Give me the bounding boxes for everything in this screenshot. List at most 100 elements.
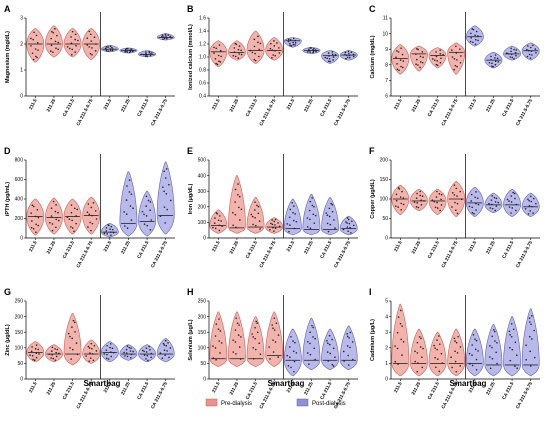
violin-B-pre-3: [265, 37, 284, 61]
data-point-C: [402, 60, 405, 62]
data-point-G: [52, 357, 55, 360]
data-point-G: [35, 356, 38, 359]
data-point-A: [162, 38, 164, 41]
x-tick-label-B: CA 211.5: [245, 98, 259, 118]
violin-A-pre-2: [63, 28, 82, 58]
data-point-D: [68, 218, 71, 221]
data-point-F: [512, 191, 514, 194]
data-point-I: [394, 345, 396, 347]
data-point-F: [395, 199, 398, 202]
data-point-F: [402, 197, 405, 199]
data-point-D: [35, 223, 37, 226]
data-point-H: [275, 322, 278, 324]
data-point-F: [398, 188, 401, 190]
x-tick-label-C: 211.5: [467, 98, 477, 111]
data-point-C: [436, 60, 438, 62]
data-point-A: [162, 36, 165, 38]
data-point-G: [148, 345, 150, 348]
data-point-H: [255, 320, 257, 323]
data-point-B: [289, 42, 291, 45]
data-point-E: [294, 213, 296, 215]
data-point-F: [530, 200, 533, 203]
data-point-G: [54, 348, 56, 350]
data-point-E: [346, 217, 349, 219]
data-point-B: [324, 56, 326, 59]
x-tick-label-F: 211.5: [467, 240, 477, 253]
data-point-B: [233, 47, 236, 49]
data-point-F: [397, 206, 399, 208]
data-point-A: [112, 48, 114, 50]
data-point-F: [440, 204, 443, 206]
data-point-B: [348, 54, 351, 57]
data-point-C: [490, 59, 492, 61]
data-point-D: [129, 205, 132, 207]
data-point-E: [272, 226, 274, 229]
data-point-E: [342, 228, 345, 231]
data-point-G: [159, 352, 162, 354]
data-point-I: [459, 365, 461, 367]
data-point-F: [491, 207, 494, 210]
data-point-D: [125, 199, 128, 201]
data-point-G: [50, 357, 52, 359]
data-point-A: [34, 48, 37, 50]
data-point-B: [278, 47, 280, 49]
data-point-E: [334, 227, 336, 229]
data-point-C: [506, 52, 508, 54]
data-point-A: [109, 49, 112, 52]
data-point-D: [91, 222, 94, 225]
data-point-C: [477, 35, 479, 37]
data-point-B: [276, 42, 278, 44]
data-point-C: [513, 48, 515, 51]
y-tick-label-B: 1.2: [199, 42, 206, 48]
data-point-I: [457, 335, 459, 338]
data-point-H: [256, 331, 259, 334]
data-point-A: [105, 50, 108, 52]
data-point-I: [493, 329, 495, 331]
violin-E-post-0: [283, 198, 302, 236]
data-point-D: [58, 219, 60, 222]
data-point-B: [215, 47, 218, 50]
data-point-I: [468, 363, 471, 365]
data-point-B: [292, 41, 294, 44]
data-point-C: [396, 68, 399, 71]
data-point-B: [290, 45, 293, 47]
data-point-B: [273, 45, 276, 47]
data-point-D: [32, 228, 35, 230]
y-tick-label-G: 100: [15, 346, 24, 352]
data-point-F: [488, 202, 490, 205]
data-point-E: [313, 205, 315, 208]
data-point-D: [145, 215, 148, 217]
data-point-A: [30, 37, 32, 40]
data-point-B: [292, 43, 295, 46]
violin-G-pre-0: [26, 341, 45, 363]
data-point-B: [253, 45, 256, 48]
data-point-H: [287, 365, 290, 367]
violin-I-pre-2: [428, 331, 447, 377]
data-point-D: [150, 219, 153, 221]
data-point-A: [111, 46, 113, 49]
data-point-G: [91, 353, 94, 355]
violin-D-post-1: [119, 171, 138, 237]
data-point-E: [273, 220, 276, 223]
data-point-C: [491, 65, 493, 67]
data-point-E: [254, 201, 256, 203]
data-point-G: [143, 354, 146, 356]
data-point-E: [277, 222, 279, 224]
data-point-F: [476, 197, 479, 200]
data-point-E: [313, 222, 316, 224]
data-point-A: [107, 50, 110, 52]
data-point-G: [29, 354, 31, 356]
x-tick-label-D: CA 211.5-0.75: [150, 240, 168, 269]
data-point-F: [454, 201, 456, 204]
data-point-F: [475, 209, 477, 211]
data-point-G: [35, 352, 38, 355]
data-point-G: [50, 350, 53, 352]
data-point-I: [414, 360, 416, 363]
data-point-E: [293, 205, 295, 207]
data-point-G: [91, 347, 93, 350]
data-point-F: [515, 209, 517, 212]
data-point-B: [344, 51, 347, 54]
x-tick-label-G: CA 211.5-0.75: [150, 381, 168, 410]
data-point-H: [252, 347, 255, 349]
